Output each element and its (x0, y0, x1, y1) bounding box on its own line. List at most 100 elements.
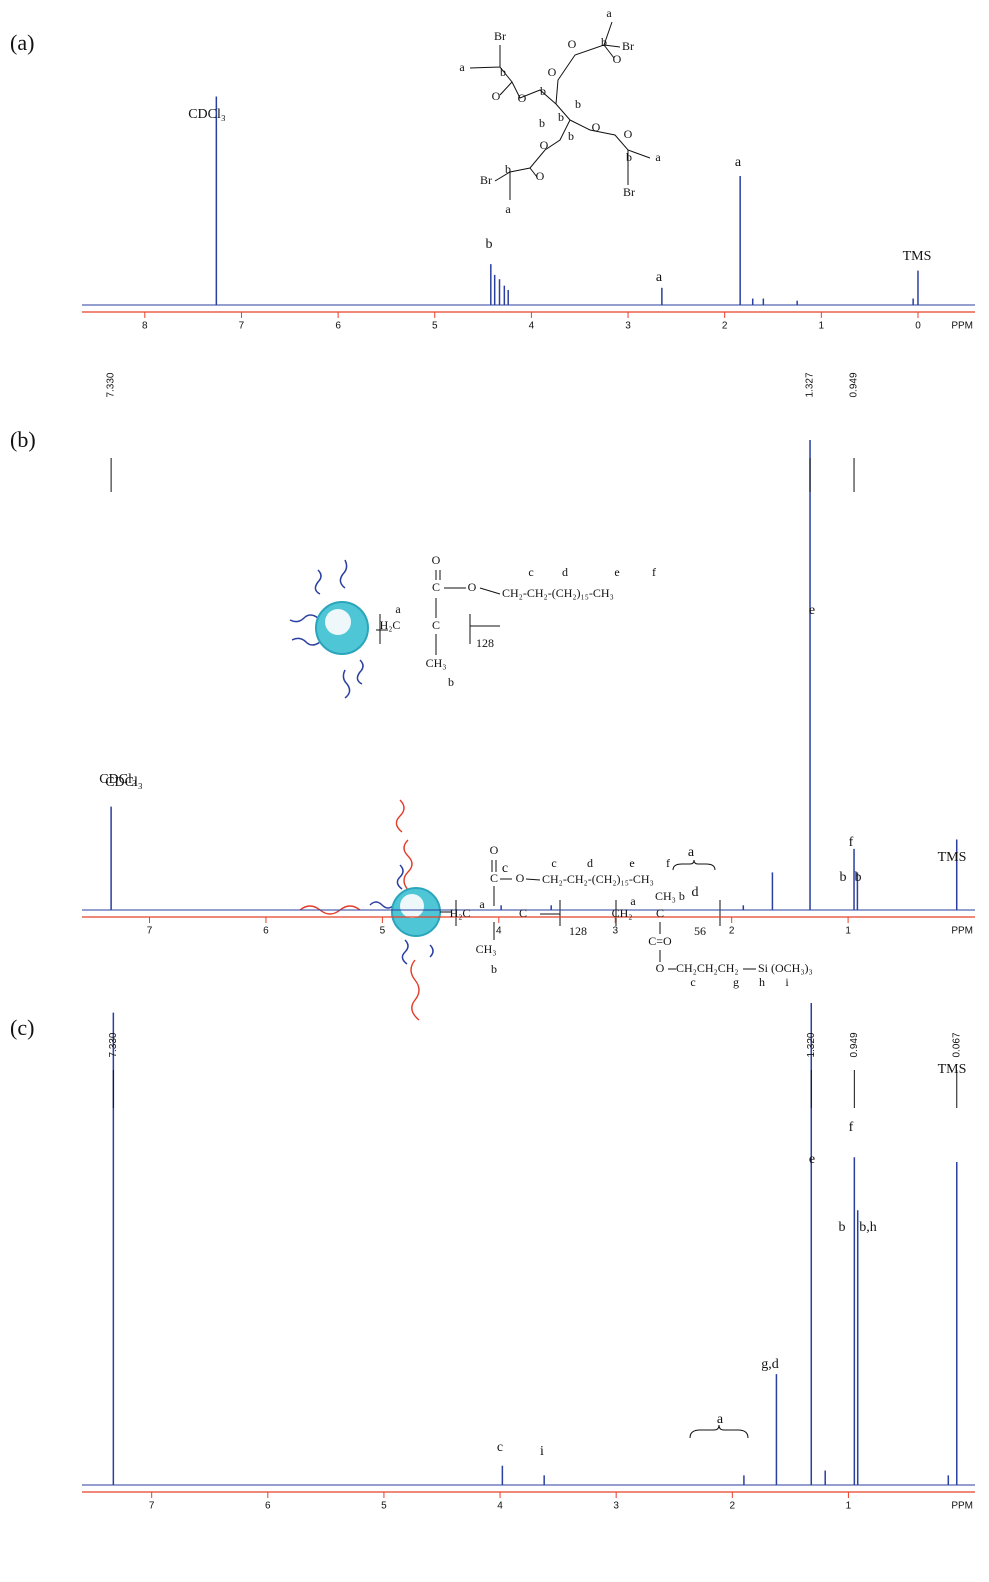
structure-text: C (432, 580, 440, 594)
structure-text: g (733, 975, 739, 989)
structure-text: O (540, 138, 549, 152)
structure-text: a (505, 202, 511, 216)
peak-label: CDCl₃ (188, 107, 226, 122)
structure-text: a (479, 897, 485, 911)
structure-text: O (468, 580, 477, 594)
x-tick-label: 5 (380, 926, 386, 937)
x-tick-label: 4 (496, 926, 502, 937)
shift-label: 7.330 (108, 1032, 119, 1057)
structure-text: C (656, 906, 664, 920)
x-tick-label: 2 (729, 926, 735, 937)
structure-text: d (587, 856, 593, 870)
shift-label: 7.330 (106, 372, 117, 397)
structure-text: CH₃ b (655, 889, 685, 903)
structure-text: d (562, 565, 568, 579)
structure-text: a (630, 894, 636, 908)
x-tick-label: 7 (239, 321, 245, 332)
structure-text: f (666, 856, 670, 870)
x-axis-label: PPM (951, 926, 973, 937)
peak-label: a (735, 155, 742, 170)
structure-text: Br (622, 39, 634, 53)
shift-label: 0.067 (951, 1032, 962, 1057)
structure-text: H₂C (450, 906, 471, 920)
structure-text: O (492, 89, 501, 103)
peak-label: TMS (938, 1062, 967, 1077)
peak-label: c (502, 861, 508, 876)
structure-text: O (432, 553, 441, 567)
structure-text: CH₃ (476, 942, 497, 956)
structure-text: Si (OCH₃)₃ (758, 961, 813, 975)
structure-text: CH₂-CH₂-(CH₂)₁₅-CH₃ (502, 586, 614, 600)
structure-text: c (551, 856, 556, 870)
structure-text: 128 (476, 636, 494, 650)
structure-text: b (626, 150, 632, 164)
structure-text: O (490, 843, 499, 857)
structure-text: e (614, 565, 619, 579)
structure-text: b (500, 65, 506, 79)
peak-label: f (849, 835, 854, 850)
structure-text: b (575, 97, 581, 111)
x-tick-label: 6 (265, 1501, 271, 1512)
structure-text: Br (480, 173, 492, 187)
peak-label: c (497, 1440, 503, 1455)
figure: (a)876543210PPMCDCl₃baaTMSBrabOObObBraOO… (0, 0, 989, 1582)
structure-text: b (558, 110, 564, 124)
structure-text: CH₂-CH₂-(CH₂)₁₅-CH₃ (542, 872, 654, 886)
x-tick-label: 7 (147, 926, 153, 937)
x-tick-label: 6 (335, 321, 341, 332)
panel-label: (b) (10, 427, 36, 452)
brace (673, 860, 715, 870)
peak-label: i (540, 1444, 544, 1459)
peak-label: a (656, 270, 663, 285)
structure-text: b (448, 675, 454, 689)
x-tick-label: 4 (529, 321, 535, 332)
x-tick-label: 3 (625, 321, 631, 332)
structure-text: b (505, 162, 511, 176)
structure-text: a (459, 60, 465, 74)
structure-text: b (568, 129, 574, 143)
structure-text: b (601, 35, 607, 49)
x-tick-label: 5 (432, 321, 438, 332)
x-axis-label: PPM (951, 321, 973, 332)
structure-text: O (592, 120, 601, 134)
shift-label: 1.320 (806, 1032, 817, 1057)
panel-label: (c) (10, 1015, 34, 1040)
structure-text: C=O (648, 934, 672, 948)
shift-label: 0.949 (849, 372, 860, 397)
structure-text: C (519, 906, 527, 920)
panel-label: (a) (10, 30, 34, 55)
peak-label: TMS (903, 249, 932, 264)
peak-label: CDCl₃ (99, 772, 137, 787)
structure-text: O (568, 37, 577, 51)
x-tick-label: 4 (497, 1501, 503, 1512)
structure-text: O (516, 871, 525, 885)
peak-label: TMS (938, 850, 967, 865)
x-tick-label: 0 (915, 321, 921, 332)
x-axis-label: PPM (951, 1501, 973, 1512)
structure-text: b (491, 962, 497, 976)
structure-text: e (629, 856, 634, 870)
peak-label: b (486, 237, 493, 252)
structure-text: C (432, 618, 440, 632)
structure-text: O (624, 127, 633, 141)
peak-label: b,h (859, 1220, 877, 1235)
x-tick-label: 1 (845, 926, 851, 937)
structure-text: CH₂ (612, 906, 633, 920)
structure-text: O (656, 961, 665, 975)
structure-text: i (785, 975, 789, 989)
x-tick-label: 5 (381, 1501, 387, 1512)
x-tick-label: 6 (263, 926, 269, 937)
x-tick-label: 2 (722, 321, 728, 332)
peak-label: b (855, 870, 862, 885)
x-tick-label: 1 (846, 1501, 852, 1512)
structure-text: H₂C (380, 618, 401, 632)
x-tick-label: 7 (149, 1501, 155, 1512)
structure-text: Br (623, 185, 635, 199)
structure-text: a (655, 150, 661, 164)
peak-label: a (717, 1412, 724, 1427)
structure-text: CH₂CH₂CH₂ (676, 961, 739, 975)
peak-label: b (839, 1220, 846, 1235)
peak-label: f (849, 1120, 854, 1135)
structure-text: b (540, 84, 546, 98)
structure-text: 56 (694, 924, 706, 938)
